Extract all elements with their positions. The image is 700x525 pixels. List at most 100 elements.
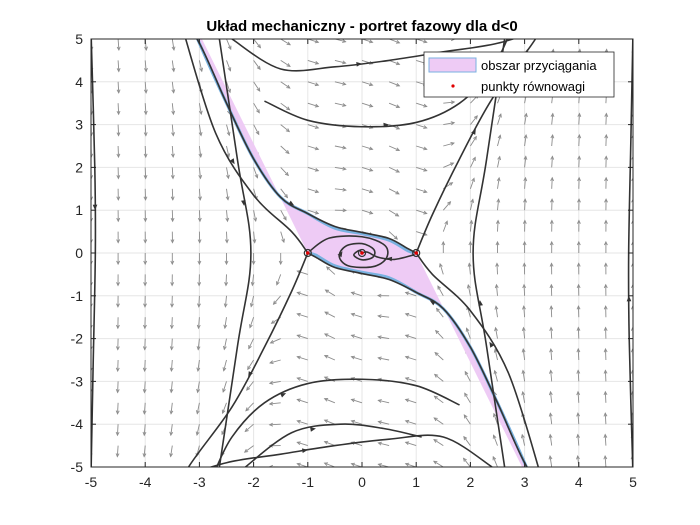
- vector-arrow: [551, 134, 554, 147]
- vector-arrow: [443, 122, 455, 126]
- vector-arrowhead: [549, 240, 554, 246]
- vector-arrowhead: [495, 262, 500, 267]
- vector-arrow: [307, 81, 319, 86]
- vector-arrowhead: [604, 219, 608, 224]
- vector-arrow: [246, 381, 254, 391]
- vector-arrowhead: [603, 240, 608, 246]
- vector-arrowhead: [171, 110, 176, 116]
- vector-arrow: [171, 60, 175, 72]
- vector-arrowhead: [549, 326, 554, 331]
- vector-arrowhead: [521, 369, 526, 374]
- vector-arrow: [334, 102, 346, 107]
- vector-arrowhead: [548, 455, 553, 460]
- vector-arrowhead: [395, 104, 401, 108]
- vector-arrow: [144, 359, 146, 372]
- vector-arrow: [388, 145, 400, 151]
- vector-arrow: [469, 199, 474, 211]
- vector-arrowhead: [520, 433, 525, 439]
- vector-arrowhead: [225, 196, 230, 201]
- vector-arrowhead: [222, 367, 227, 372]
- vector-arrow: [416, 102, 427, 107]
- vector-arrowhead: [171, 153, 175, 159]
- equilibrium-ring: [412, 248, 421, 258]
- vector-arrow: [171, 81, 175, 93]
- vector-arrowhead: [91, 346, 93, 351]
- vector-arrow: [464, 371, 471, 382]
- vector-arrowhead: [314, 167, 320, 172]
- x-tick-label: 1: [412, 474, 420, 490]
- vector-arrow: [324, 462, 336, 467]
- vector-arrowhead: [342, 145, 347, 150]
- y-tick-label: 3: [75, 117, 83, 133]
- vector-arrowhead: [324, 289, 330, 294]
- vector-arrow: [361, 188, 373, 193]
- vector-arrowhead: [450, 121, 456, 126]
- vector-arrow: [225, 274, 227, 286]
- vector-arrowhead: [116, 153, 121, 159]
- trajectory-8: [218, 39, 252, 467]
- vector-arrowhead: [323, 355, 329, 359]
- vector-arrowhead: [522, 305, 526, 310]
- vector-arrowhead: [296, 377, 301, 381]
- vector-arrow: [469, 178, 475, 189]
- vector-arrowhead: [252, 239, 257, 244]
- equilibrium-point: [360, 251, 364, 255]
- vector-arrowhead: [523, 198, 527, 203]
- vector-arrowhead: [631, 134, 633, 139]
- vector-arrow: [226, 124, 230, 136]
- vector-arrow: [117, 39, 120, 51]
- vector-arrow: [433, 460, 444, 467]
- vector-arrowhead: [447, 201, 452, 206]
- vector-arrowhead: [395, 147, 401, 151]
- vector-arrowhead: [197, 239, 202, 244]
- vector-arrowhead: [142, 346, 147, 351]
- vector-arrowhead: [404, 291, 410, 296]
- vector-arrowhead: [248, 345, 252, 350]
- vector-arrowhead: [143, 324, 147, 330]
- vector-arrow: [224, 295, 227, 307]
- trajectory-arrow: [356, 61, 362, 67]
- vector-arrow: [307, 39, 319, 43]
- vector-arrow: [226, 39, 232, 50]
- vector-arrow: [280, 188, 288, 198]
- vector-arrowhead: [377, 314, 382, 319]
- vector-arrowhead: [198, 196, 202, 201]
- vector-arrowhead: [524, 112, 528, 118]
- vector-arrowhead: [404, 377, 410, 381]
- vector-arrow: [253, 102, 260, 113]
- vector-arrowhead: [296, 441, 301, 446]
- vector-arrow: [524, 199, 526, 211]
- trajectory-arrow: [310, 427, 316, 432]
- vector-arrow: [197, 359, 200, 372]
- vector-arrowhead: [603, 326, 608, 331]
- vector-arrowhead: [576, 283, 581, 289]
- vector-arrow: [464, 393, 471, 404]
- vector-arrowhead: [314, 82, 320, 87]
- vector-arrowhead: [577, 176, 581, 182]
- x-tick-label: 2: [467, 474, 475, 490]
- vector-arrow: [361, 166, 373, 172]
- vector-arrow: [550, 327, 553, 339]
- vector-arrow: [468, 263, 471, 275]
- vector-arrowhead: [171, 46, 176, 51]
- vector-arrow: [351, 313, 363, 318]
- vector-arrowhead: [423, 103, 428, 108]
- vector-arrow: [226, 188, 229, 200]
- vector-arrowhead: [393, 235, 399, 240]
- vector-arrowhead: [350, 398, 355, 403]
- vector-arrowhead: [195, 431, 200, 436]
- vector-arrowhead: [497, 155, 502, 161]
- vector-arrowhead: [196, 324, 201, 330]
- vector-arrow: [222, 381, 227, 393]
- vector-arrowhead: [198, 174, 203, 180]
- vector-arrow: [244, 423, 254, 432]
- vector-arrow: [523, 327, 526, 339]
- vector-arrowhead: [631, 219, 633, 224]
- vector-arrow: [416, 209, 427, 214]
- vector-arrowhead: [253, 217, 258, 223]
- vector-arrow: [388, 209, 399, 217]
- vector-arrowhead: [143, 175, 148, 180]
- vector-arrowhead: [404, 334, 410, 339]
- vector-arrow: [416, 39, 427, 43]
- vector-arrow: [577, 391, 580, 403]
